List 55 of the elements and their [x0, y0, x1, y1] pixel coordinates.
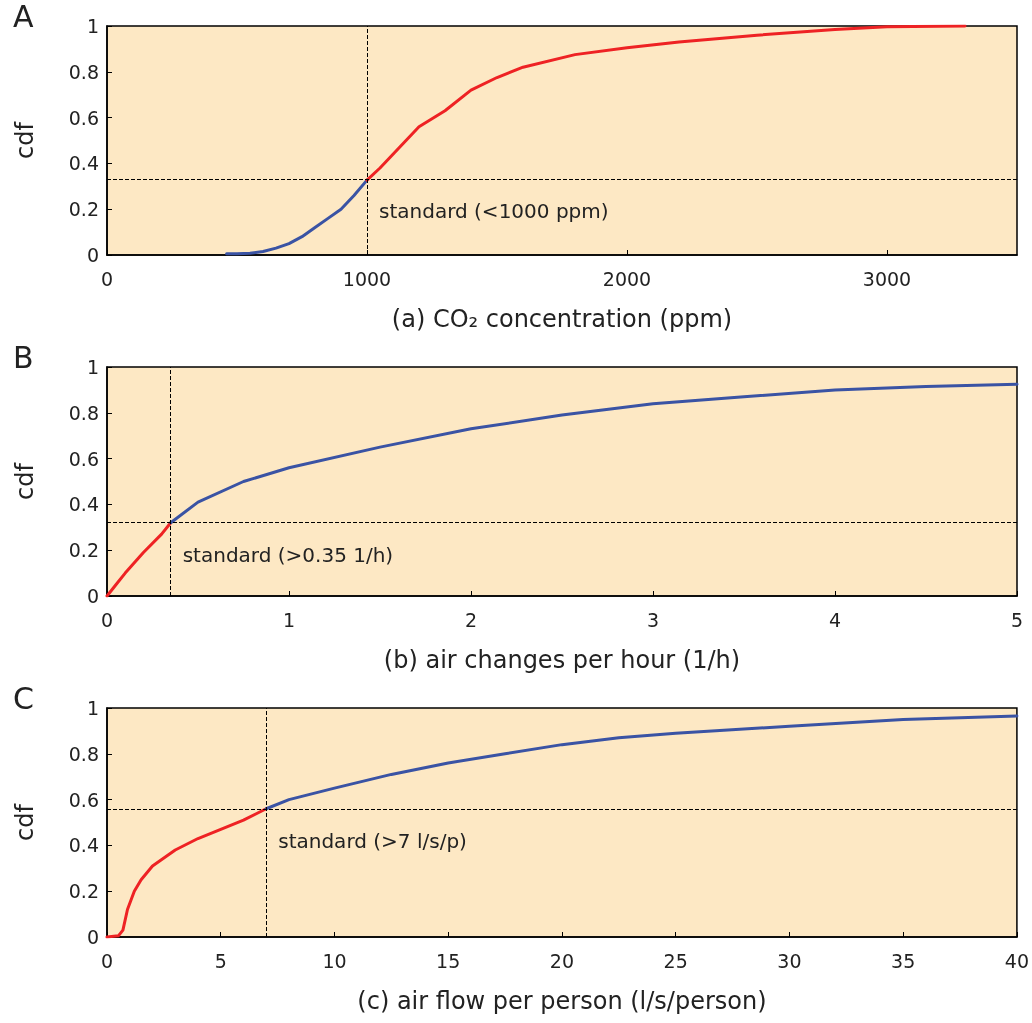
x-tick-label: 5: [214, 949, 227, 972]
x-tick-label: 30: [777, 949, 802, 972]
x-axis-title: (a) CO₂ concentration (ppm): [391, 305, 733, 333]
y-tick-label: 0.4: [68, 493, 99, 516]
y-tick-label: 0.6: [68, 447, 99, 470]
y-tick-label: 0.4: [68, 152, 99, 175]
y-tick-label: 0: [86, 585, 99, 607]
x-tick-label: 2: [464, 608, 478, 631]
x-tick-label: 20: [549, 949, 575, 972]
x-tick-label: 5: [1010, 608, 1024, 631]
y-tick-label: 0.6: [68, 788, 99, 811]
y-tick-label: 0.2: [68, 198, 99, 221]
x-tick-label: 0: [100, 608, 114, 631]
line-series: [225, 178, 369, 256]
y-tick-label: 0.8: [68, 60, 99, 83]
x-tick-label: 10: [322, 949, 347, 972]
x-axis-title: (c) air flow per person (l/s/person): [357, 987, 767, 1015]
ref-line-label: standard (<1000 ppm): [379, 199, 609, 224]
x-tick-label: 4: [828, 608, 842, 631]
chart-title: A: [13, 0, 34, 34]
x-tick-label: 0: [100, 949, 114, 972]
line-series: [365, 24, 967, 182]
y-tick-label: 0.2: [68, 539, 99, 562]
ref-line-label: standard (>7 l/s/p): [278, 828, 467, 853]
chart-title: B: [13, 339, 34, 375]
x-tick-label: 3: [646, 608, 660, 631]
y-tick-label: 1: [86, 356, 99, 378]
y-axis-title: cdf: [11, 462, 39, 500]
x-tick-label: 40: [1004, 949, 1030, 972]
y-tick-label: 0: [86, 244, 99, 266]
x-tick-label: 0: [100, 267, 114, 290]
y-tick-label: 1: [86, 697, 99, 719]
y-tick-label: 0.8: [68, 742, 99, 765]
y-tick-label: 0.8: [68, 401, 99, 424]
line-series: [105, 521, 173, 598]
x-tick-label: 3000: [862, 267, 912, 290]
line-series: [169, 382, 1019, 525]
x-tick-label: 2000: [602, 267, 652, 290]
y-tick-label: 0.2: [68, 880, 99, 903]
x-axis-title: (b) air changes per hour (1/h): [383, 646, 741, 674]
line-series: [264, 714, 1019, 811]
y-tick-label: 0.4: [68, 834, 99, 857]
chart-title: C: [13, 680, 34, 716]
x-tick-label: 1: [282, 608, 296, 631]
y-tick-label: 0.6: [68, 106, 99, 129]
line-series: [105, 807, 268, 939]
y-tick-label: 0: [86, 926, 99, 948]
x-tick-label: 25: [663, 949, 688, 972]
y-axis-title: cdf: [11, 803, 39, 841]
x-tick-label: 15: [436, 949, 461, 972]
x-tick-label: 1000: [342, 267, 392, 290]
y-tick-label: 1: [86, 15, 99, 37]
y-axis-title: cdf: [11, 121, 39, 159]
ref-line-label: standard (>0.35 1/h): [182, 542, 394, 567]
x-tick-label: 35: [891, 949, 916, 972]
